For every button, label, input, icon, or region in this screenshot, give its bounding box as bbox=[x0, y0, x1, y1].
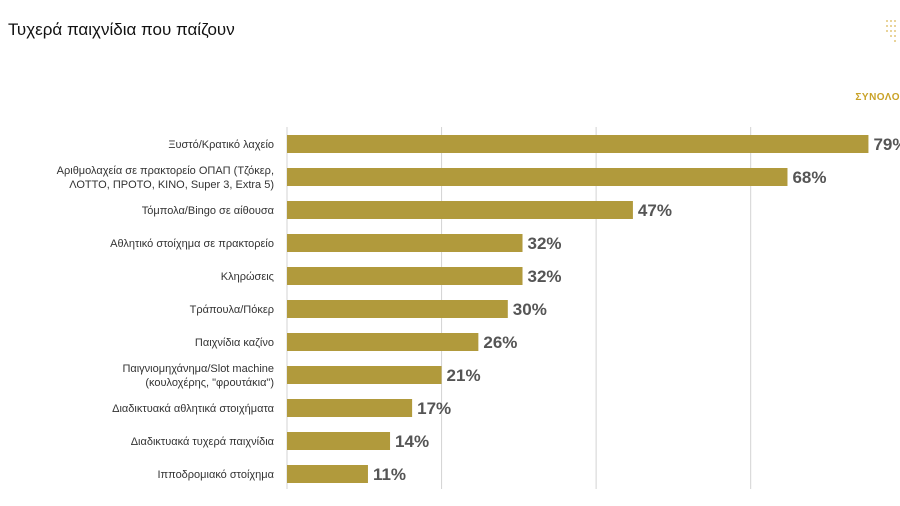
page-title: Τυχερά παιχνίδια που παίζουν bbox=[8, 20, 235, 39]
category-label: Παιγνιομηχάνημα/Slot machine (κουλοχέρης,… bbox=[122, 363, 274, 389]
category-labels: Ξυστό/Κρατικό λαχείο Αριθμολαχεία σε πρακ… bbox=[57, 139, 275, 481]
bar bbox=[287, 135, 869, 153]
category-label: Αριθμολαχεία σε πρακτορείο ΟΠΑΠ (Τζόκερ,… bbox=[57, 165, 274, 191]
value-label: 26% bbox=[483, 333, 517, 352]
bar bbox=[287, 234, 523, 252]
value-label: 32% bbox=[528, 234, 562, 253]
category-label: Τόμπολα/Bingo σε αίθουσα bbox=[142, 205, 275, 217]
value-labels: 79% 68% 47% 32% 32% 30% 26%21% 17% 14% 11% bbox=[373, 135, 900, 484]
category-label: Παιχνίδια καζίνο bbox=[195, 337, 274, 349]
value-label: 30% bbox=[513, 300, 547, 319]
bar bbox=[287, 399, 413, 417]
bar bbox=[287, 366, 442, 384]
category-label: Ξυστό/Κρατικό λαχείο bbox=[168, 139, 274, 151]
value-label: 21% bbox=[447, 366, 481, 385]
value-label: 11% bbox=[373, 465, 406, 484]
bar bbox=[287, 267, 523, 285]
value-label: 79% bbox=[873, 135, 900, 154]
bars bbox=[287, 135, 869, 483]
category-label: Κληρώσεις bbox=[221, 271, 274, 283]
category-label: Διαδικτυακά αθλητικά στοιχήματα bbox=[112, 403, 274, 415]
bar bbox=[287, 432, 391, 450]
bar bbox=[287, 168, 788, 186]
category-label: Διαδικτυακά τυχερά παιχνίδια bbox=[131, 436, 275, 448]
value-label: 17% bbox=[417, 399, 451, 418]
series-label: ΣΥΝΟΛΟ bbox=[855, 92, 900, 103]
category-label: Τράπουλα/Πόκερ bbox=[190, 304, 274, 316]
category-label: Αθλητικό στοίχημα σε πρακτορείο bbox=[110, 238, 274, 250]
bar bbox=[287, 465, 368, 483]
value-label: 68% bbox=[792, 168, 826, 187]
brand-logo-icon bbox=[886, 20, 896, 42]
category-label: Ιπποδρομιακό στοίχημα bbox=[157, 469, 274, 481]
value-label: 32% bbox=[528, 267, 562, 286]
bar bbox=[287, 300, 508, 318]
value-label: 47% bbox=[638, 201, 672, 220]
value-label: 14% bbox=[395, 432, 429, 451]
bar bbox=[287, 333, 479, 351]
bar bbox=[287, 201, 633, 219]
